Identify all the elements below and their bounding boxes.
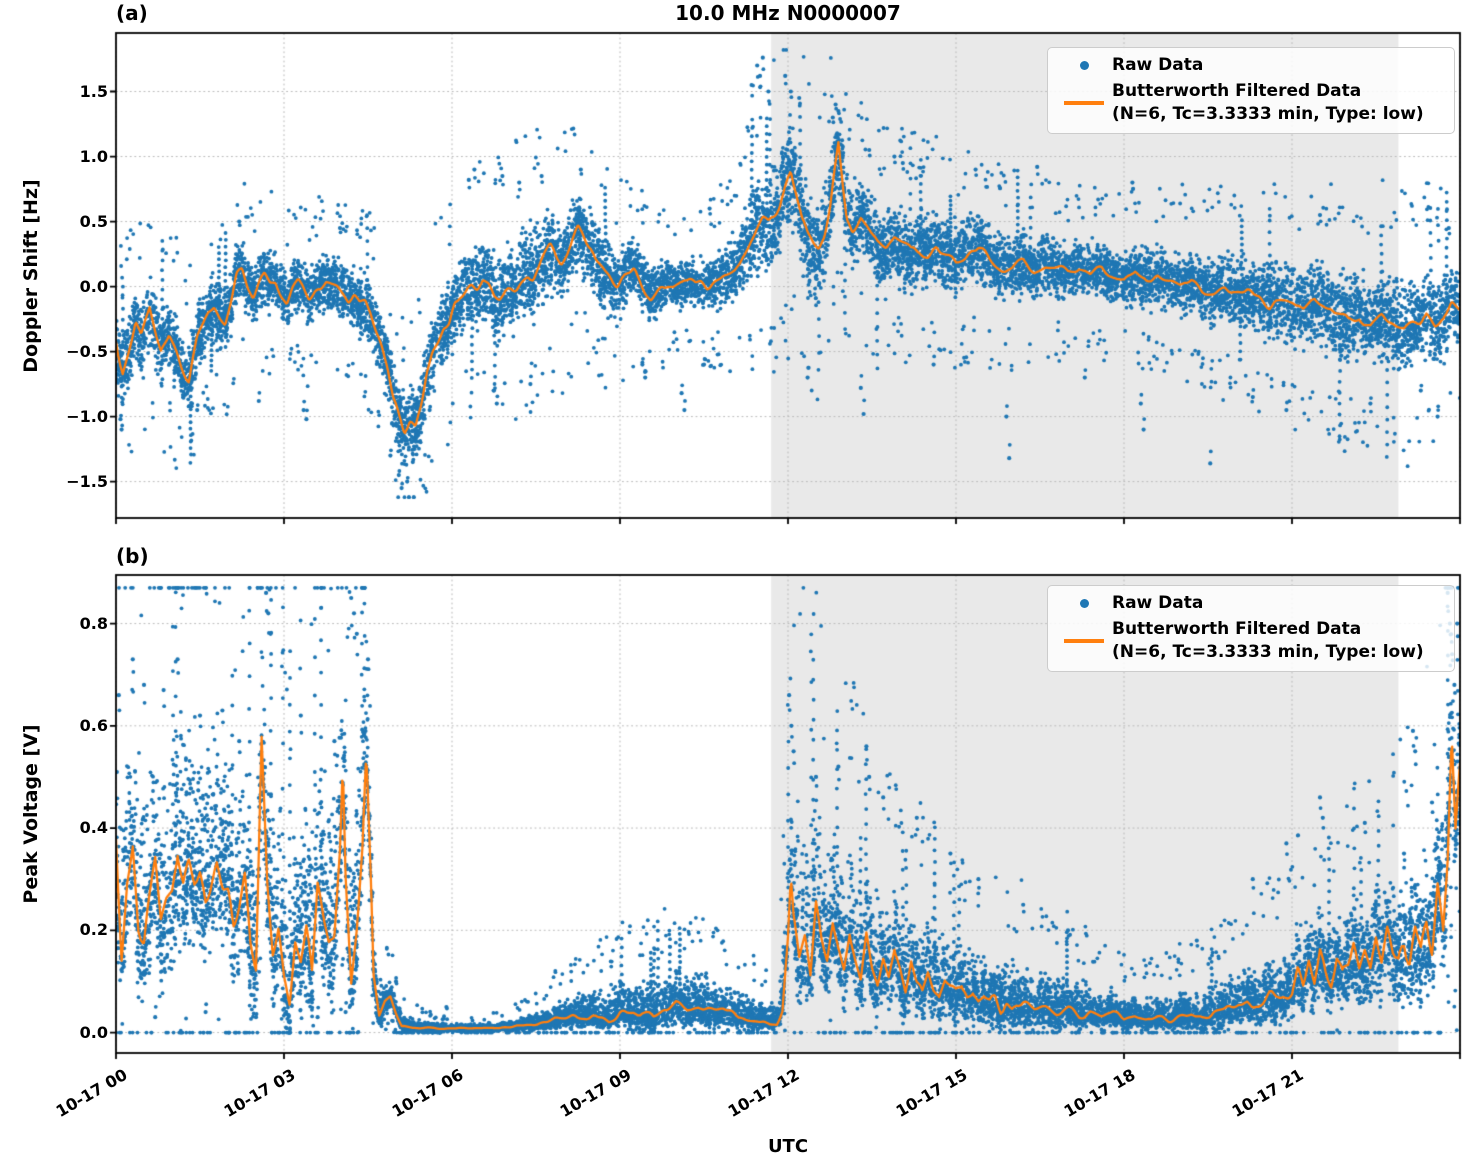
x-axis-label: UTC [767, 1136, 809, 1157]
panel-b-label: (b) [116, 544, 149, 568]
legend-entry-raw: Raw Data [1056, 54, 1444, 76]
y-tick-label: 0.0 [79, 276, 108, 296]
y-tick-label: 1.0 [79, 146, 108, 166]
y-tick-label: 0.6 [79, 715, 108, 735]
legend-raw-label: Raw Data [1112, 55, 1204, 75]
legend-raw-label: Raw Data [1112, 593, 1204, 613]
y-tick-label: 1.5 [79, 81, 108, 101]
y-tick-label: 0.0 [79, 1022, 108, 1042]
raw-data-dot-icon [1056, 60, 1112, 70]
y-axis-label-b: Peak Voltage [V] [20, 724, 42, 904]
y-tick-label: 0.2 [79, 920, 108, 940]
y-tick-label: 0.5 [79, 211, 108, 231]
legend-a: Raw Data Butterworth Filtered Data (N=6, … [1047, 47, 1455, 135]
legend-filtered-label: Butterworth Filtered Data (N=6, Tc=3.3333… [1112, 619, 1424, 662]
legend-filtered-label: Butterworth Filtered Data (N=6, Tc=3.3333… [1112, 81, 1424, 124]
raw-data-dot-icon [1056, 598, 1112, 608]
chart-title: 10.0 MHz N0000007 [675, 1, 901, 25]
filtered-line-icon [1056, 638, 1112, 643]
legend-b: Raw Data Butterworth Filtered Data (N=6, … [1047, 585, 1455, 673]
y-tick-label: −1.0 [66, 406, 108, 426]
legend-entry-raw: Raw Data [1056, 592, 1444, 614]
y-tick-label: −1.5 [66, 471, 108, 491]
panel-a-label: (a) [116, 1, 148, 25]
y-tick-label: 0.4 [79, 818, 108, 838]
filtered-line-icon [1056, 100, 1112, 105]
y-tick-label: 0.8 [79, 613, 108, 633]
legend-entry-filtered: Butterworth Filtered Data (N=6, Tc=3.3333… [1056, 80, 1444, 125]
legend-entry-filtered: Butterworth Filtered Data (N=6, Tc=3.3333… [1056, 618, 1444, 663]
y-tick-label: −0.5 [66, 341, 108, 361]
